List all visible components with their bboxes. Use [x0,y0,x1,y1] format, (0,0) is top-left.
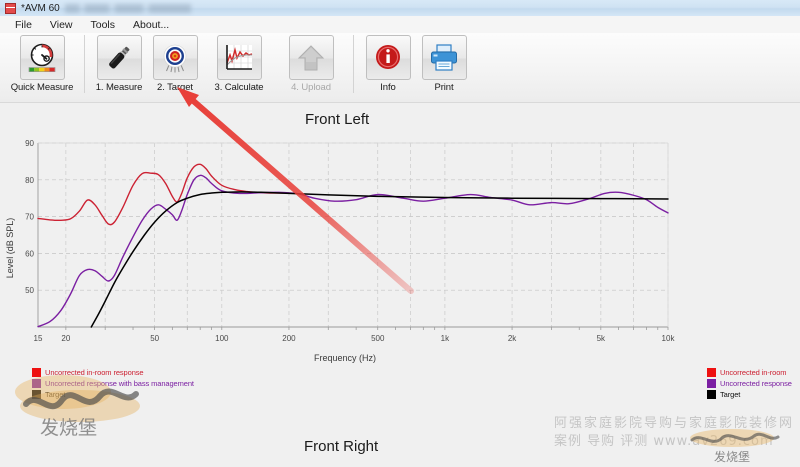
toolbar-group-utility: Info Print [360,33,472,101]
bullseye-icon [152,35,198,80]
toolbar-label-print: Print [434,82,454,93]
y-tick-label: 90 [25,139,34,148]
info-circle-icon [365,35,411,80]
menu-item-view[interactable]: View [49,18,73,31]
panel-title-front-left: Front Left [305,111,370,128]
watermark-line1: 阿强家庭影院导购与家庭影院装修网 [554,416,795,431]
toolbar-label-upload: 4. Upload [291,82,331,93]
panel-title-front-right: Front Right [304,438,379,455]
upload-arrow-icon [288,35,334,80]
legend-swatch-bass-management [32,379,41,388]
series-target [90,191,669,328]
legend-label-target: Target [45,390,66,399]
x-tick-label: 20 [61,334,70,343]
graph-icon [216,35,262,80]
toolbar-button-upload[interactable]: 4. Upload [278,35,344,93]
legend-front-left: Uncorrected in-room response Uncorrected… [32,368,194,401]
menu-item-about[interactable]: About... [133,18,170,31]
x-tick-label: 15 [34,334,43,343]
legend-swatch-uncorrected [707,368,716,377]
printer-icon [421,35,467,80]
y-tick-label: 50 [25,286,34,295]
watermark-line2: 案例 导购 评测 www.av269.com [554,434,774,449]
series-uncorrected-in-room-response [37,163,290,226]
plot-front-left[interactable]: Level (dB SPL) 50 60 70 80 90 15 20 50 100 200 50… [0,131,690,365]
toolbar-button-target[interactable]: 2. Target [150,35,200,93]
toolbar-label-info: Info [380,82,396,93]
y-tick-label: 80 [25,176,34,185]
y-axis-label-left: Level (dB SPL) [5,218,15,279]
toolbar-label-quick-measure: Quick Measure [10,82,74,93]
menu-item-file[interactable]: File [15,18,32,31]
legend-item: Uncorrected in-room response [32,368,194,377]
y-tick-label: 60 [25,249,34,258]
gauge-icon [19,35,65,80]
x-axis-label-left: Frequency (Hz) [314,353,376,363]
window-title: *AVM 60 [21,2,60,14]
toolbar-label-calculate: 3. Calculate [214,82,264,93]
x-tick-label: 10k [662,334,676,343]
toolbar-label-measure: 1. Measure [95,82,143,93]
legend-label-bass-management: Uncorrected response with bass managemen… [45,379,194,388]
x-tick-label: 100 [215,334,229,343]
legend-item: Uncorrected response with bass managemen… [32,379,194,388]
x-tick-label: 500 [371,334,385,343]
legend-item: Uncorrected response [707,379,800,388]
toolbar-group-quick: Quick Measure [6,33,78,101]
x-tick-label: 1k [441,334,450,343]
toolbar-button-info[interactable]: Info [363,35,413,93]
window-title-redacted [64,3,215,13]
legend-item: Target [32,390,194,399]
toolbar-label-target: 2. Target [157,82,193,93]
legend-swatch-target [32,390,41,399]
toolbar-button-measure[interactable]: 1. Measure [94,35,144,93]
legend-label-target: Target [720,390,741,399]
legend-label-uncorrected: Uncorrected in-room response [45,368,144,377]
toolbar-group-workflow: 1. Measure [91,33,347,101]
legend-front-right: Uncorrected in-room Uncorrected response… [707,368,800,401]
y-tick-label: 70 [25,213,34,222]
microphone-icon [96,35,142,80]
menu-bar: File View Tools About... [0,16,800,33]
legend-swatch-bass-management [707,379,716,388]
title-bar: *AVM 60 [0,0,800,17]
x-tick-label: 50 [150,334,159,343]
x-tick-label: 2k [508,334,517,343]
toolbar-button-calculate[interactable]: 3. Calculate [206,35,272,93]
legend-label-uncorrected: Uncorrected in-room [720,368,787,377]
legend-label-bass-management: Uncorrected response [720,379,792,388]
x-tick-label: 200 [282,334,296,343]
menu-item-tools[interactable]: Tools [90,18,116,31]
toolbar-button-print[interactable]: Print [419,35,469,93]
toolbar-separator-2 [353,35,354,93]
legend-swatch-uncorrected [32,368,41,377]
x-tick-label: 5k [597,334,606,343]
legend-item: Target [707,390,800,399]
app-icon [5,2,16,14]
legend-item: Uncorrected in-room [707,368,800,377]
legend-swatch-target [707,390,716,399]
toolbar-separator-1 [84,35,85,93]
toolbar-button-quick-measure[interactable]: Quick Measure [9,35,75,93]
toolbar: Quick Measure [0,33,800,103]
